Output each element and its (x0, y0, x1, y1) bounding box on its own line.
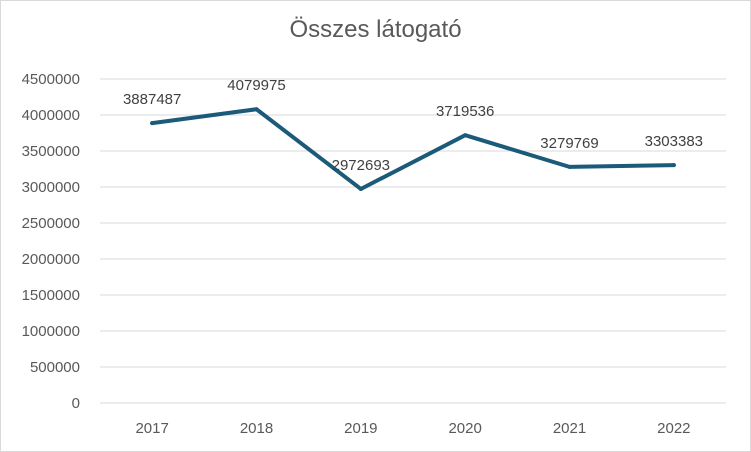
y-axis-ticks: 0 500000 1000000 1500000 2000000 2500000 30000… (22, 71, 80, 412)
data-point (254, 107, 259, 112)
x-tick-label: 2022 (657, 420, 690, 437)
series-line (150, 107, 676, 191)
y-tick-label: 1500000 (22, 287, 80, 304)
chart-title: Összes látogató (289, 16, 462, 43)
y-tick-label: 500000 (30, 359, 80, 376)
data-point (567, 164, 572, 169)
data-label: 3719536 (436, 103, 494, 120)
x-tick-label: 2020 (448, 420, 481, 437)
y-tick-label: 3500000 (22, 143, 80, 160)
data-point (358, 186, 363, 191)
y-tick-label: 4500000 (22, 71, 80, 88)
y-tick-label: 4000000 (22, 107, 80, 124)
data-label: 3303383 (645, 133, 703, 150)
series-layer (150, 107, 676, 191)
x-tick-label: 2018 (240, 420, 273, 437)
data-labels: 3887487 4079975 2972693 3719536 3279769 33033… (123, 77, 703, 174)
data-label: 2972693 (332, 157, 390, 174)
data-point (671, 163, 676, 168)
data-label: 3279769 (540, 135, 598, 152)
y-tick-label: 2500000 (22, 215, 80, 232)
data-point (463, 133, 468, 138)
x-tick-label: 2017 (135, 420, 168, 437)
x-axis-ticks: 2017 2018 2019 2020 2021 2022 (135, 420, 690, 437)
data-label: 4079975 (227, 77, 285, 94)
x-tick-label: 2019 (344, 420, 377, 437)
gridlines (100, 78, 726, 404)
y-tick-label: 1000000 (22, 323, 80, 340)
x-tick-label: 2021 (553, 420, 586, 437)
y-tick-label: 2000000 (22, 251, 80, 268)
data-point (150, 121, 155, 126)
data-label: 3887487 (123, 91, 181, 108)
y-tick-label: 0 (72, 395, 80, 412)
y-tick-label: 3000000 (22, 179, 80, 196)
